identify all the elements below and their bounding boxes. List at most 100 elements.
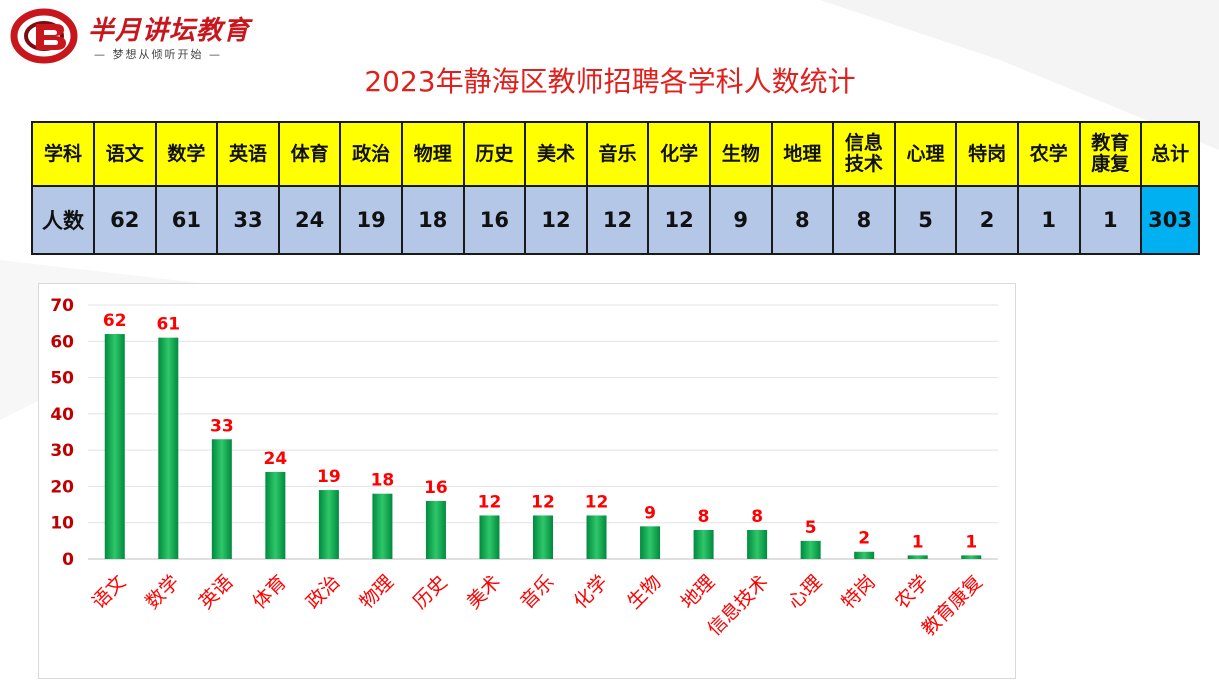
y-tick-label: 30	[50, 441, 74, 461]
bar-chart: 01020304050607062语文61数学33英语24体育19政治18物理1…	[50, 296, 998, 640]
count-cell: 61	[154, 185, 219, 255]
count-cell: 18	[400, 185, 465, 255]
x-category-label: 特岗	[837, 571, 879, 613]
data-label: 12	[585, 492, 609, 512]
y-tick-label: 0	[62, 550, 74, 570]
count-cell: 12	[585, 185, 650, 255]
count-cell: 12	[524, 185, 588, 255]
x-category-label: 数学	[141, 571, 183, 613]
subject-row-header: 学科	[31, 121, 95, 187]
data-label: 12	[478, 492, 502, 512]
bar	[211, 439, 232, 559]
data-label: 16	[424, 478, 448, 498]
bar	[747, 529, 768, 559]
count-cell: 1	[1078, 185, 1143, 255]
page-title: 2023年静海区教师招聘各学科人数统计	[364, 65, 856, 98]
count-cell: 16	[462, 185, 527, 255]
x-category-label: 政治	[302, 571, 344, 613]
brand-logo: 半月讲坛教育 — 梦想从倾听开始 —	[10, 6, 270, 66]
bar	[533, 515, 553, 559]
summary-table: 学科 语文 数学 英语 体育 政治 物理 历史 美术 音乐 化学 生物 地理 信息技术 心理 特岗 农学 教育康…	[31, 121, 1201, 255]
bar	[158, 337, 179, 559]
y-tick-label: 60	[50, 332, 74, 352]
bar	[104, 334, 125, 559]
count-cell: 12	[647, 185, 711, 255]
bar	[907, 555, 928, 559]
subject-cell: 英语	[216, 121, 280, 187]
bar	[693, 529, 714, 559]
chart-frame	[38, 283, 1016, 679]
bar	[640, 526, 661, 559]
data-label: 1	[912, 532, 924, 552]
subject-cell: 体育	[277, 121, 342, 187]
data-label: 33	[210, 416, 234, 436]
data-label: 62	[103, 311, 127, 331]
x-category-label: 化学	[570, 571, 612, 613]
logo-mark-icon	[10, 8, 78, 64]
count-cell: 8	[832, 185, 896, 255]
total-label-cell: 总计	[1140, 121, 1201, 187]
data-label: 2	[858, 529, 870, 549]
count-cell: 24	[277, 185, 342, 255]
bar	[318, 490, 339, 559]
subject-cell: 音乐	[585, 121, 650, 187]
bar	[800, 540, 821, 559]
data-label: 24	[264, 449, 288, 469]
subject-cell: 信息技术	[832, 121, 896, 187]
stats-table: 学科 语文 数学 英语 体育 政治 物理 历史 美术 音乐 化学 生物 地理 信息技术 心理 特岗 农学 教育康…	[31, 121, 1201, 255]
data-label: 1	[965, 532, 977, 552]
x-category-label: 生物	[623, 571, 665, 613]
count-cell: 5	[893, 185, 958, 255]
total-value-cell: 303	[1140, 185, 1201, 255]
count-cell: 9	[708, 185, 773, 255]
x-category-label: 农学	[891, 571, 933, 613]
count-cell: 8	[770, 185, 835, 255]
y-tick-label: 70	[50, 296, 74, 316]
subject-cell: 数学	[154, 121, 219, 187]
data-label: 9	[644, 503, 656, 523]
bar	[425, 500, 446, 559]
bar	[479, 515, 500, 559]
x-category-label: 心理	[784, 571, 826, 613]
x-category-label: 物理	[356, 571, 398, 613]
subject-cell: 地理	[770, 121, 835, 187]
count-row-header: 人数	[31, 185, 95, 255]
count-row: 人数 62 61 33 24 19 18 16 12 12 12 9 8 8 5 2 1 1 303	[31, 185, 1201, 255]
x-category-label: 历史	[409, 571, 451, 613]
y-tick-label: 20	[50, 477, 74, 497]
subject-cell: 生物	[708, 121, 773, 187]
brand-slogan: — 梦想从倾听开始 —	[94, 48, 222, 61]
bar	[265, 471, 286, 559]
data-label: 19	[317, 467, 341, 487]
count-cell: 1	[1016, 185, 1081, 255]
subject-row: 学科 语文 数学 英语 体育 政治 物理 历史 美术 音乐 化学 生物 地理 信息技术 心理 特岗 农学 教育康…	[31, 121, 1201, 187]
bar	[961, 555, 982, 559]
x-category-label: 美术	[463, 571, 505, 613]
count-cell: 19	[339, 185, 403, 255]
data-label: 5	[805, 518, 817, 538]
subject-cell: 语文	[93, 121, 157, 187]
subject-cell: 历史	[462, 121, 527, 187]
subject-cell: 美术	[524, 121, 588, 187]
subject-cell: 化学	[647, 121, 711, 187]
x-category-label: 语文	[88, 571, 130, 613]
count-cell: 2	[955, 185, 1019, 255]
subject-cell: 教育康复	[1078, 121, 1143, 187]
subject-cell: 物理	[400, 121, 465, 187]
bar	[854, 551, 875, 559]
data-label: 12	[531, 492, 555, 512]
bar	[586, 515, 607, 559]
x-category-label: 音乐	[516, 571, 558, 613]
data-label: 8	[751, 507, 763, 527]
subject-cell: 心理	[893, 121, 958, 187]
bar	[372, 493, 393, 559]
count-cell: 33	[216, 185, 280, 255]
y-tick-label: 40	[50, 405, 74, 425]
x-category-label: 英语	[195, 571, 237, 613]
subject-cell: 政治	[339, 121, 403, 187]
count-cell: 62	[93, 185, 157, 255]
data-label: 61	[156, 315, 180, 335]
y-tick-label: 50	[50, 369, 74, 389]
subject-cell: 特岗	[955, 121, 1019, 187]
x-category-label: 地理	[677, 571, 719, 613]
